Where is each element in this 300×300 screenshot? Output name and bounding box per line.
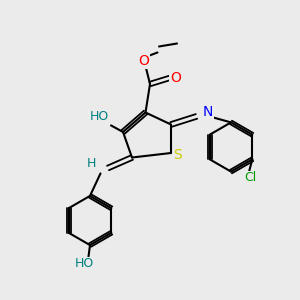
Text: HO: HO bbox=[89, 110, 109, 124]
Text: O: O bbox=[170, 71, 181, 85]
Text: S: S bbox=[173, 148, 182, 162]
Text: O: O bbox=[139, 54, 149, 68]
Text: N: N bbox=[202, 106, 213, 119]
Text: H: H bbox=[87, 157, 96, 170]
Text: HO: HO bbox=[74, 257, 94, 270]
Text: Cl: Cl bbox=[245, 171, 257, 184]
